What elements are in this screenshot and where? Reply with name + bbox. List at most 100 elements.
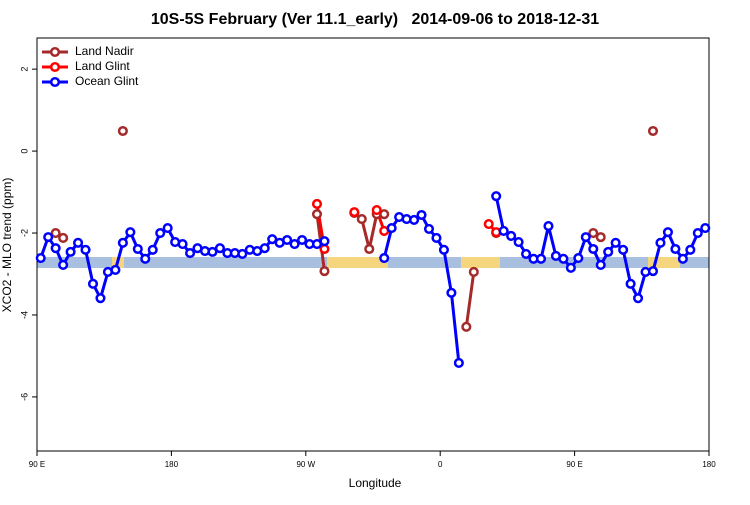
data-point [155,227,166,239]
data-point [311,198,323,209]
data-point [349,207,360,218]
data-point [259,243,270,254]
data-point [655,237,666,248]
data-point [498,225,509,237]
data-point [58,232,69,243]
data-point [618,244,629,255]
data-point [386,223,397,234]
data-point [685,244,696,255]
data-point [110,264,121,275]
data-point [319,266,330,277]
data-point [513,236,524,248]
data-point [431,232,442,243]
legend-label: Land Nadir [75,44,134,58]
x-tick-label: 180 [702,460,716,469]
data-point [483,218,494,230]
data-point [543,221,554,232]
data-point [565,262,576,273]
land-strip [648,257,680,268]
x-tick-label: 90 W [296,460,315,469]
data-point [423,223,435,234]
data-point [521,248,532,259]
legend-marker [49,61,61,73]
data-point [87,278,99,289]
data-point [610,237,621,248]
legend-label: Land Glint [75,59,130,73]
data-point [35,252,46,264]
data-point [379,209,390,220]
data-point [364,243,375,255]
data-point [692,227,703,239]
data-point [662,227,673,238]
data-point [468,266,479,278]
data-point [677,253,688,264]
data-point [491,191,502,202]
data-point [319,236,330,247]
land-strip [461,257,500,268]
data-point [356,214,367,225]
data-point [50,243,61,254]
data-point [117,237,128,248]
y-tick-label: -4 [19,311,29,319]
x-tick-label: 0 [438,460,443,469]
data-point [162,223,173,234]
data-point [117,125,128,137]
data-point [80,244,91,255]
data-point [177,239,188,250]
data-point [670,243,681,255]
data-point [700,223,711,234]
data-point [580,232,591,243]
data-point [647,266,659,277]
data-point [58,259,69,271]
data-point [289,239,300,250]
data-point [147,244,158,255]
y-tick-label: -2 [19,229,29,237]
series-line [39,195,707,364]
land-strip [327,257,388,268]
chart-title: 10S-5S February (Ver 11.1_early) 2014-09… [151,11,599,28]
data-point [379,252,390,264]
data-point [43,232,54,243]
data-point [573,252,584,264]
x-tick-label: 90 E [566,460,582,469]
data-point [237,248,248,259]
data-point [535,253,547,264]
data-point [214,243,225,254]
data-point [371,205,382,216]
legend-label: Ocean Glint [75,74,139,88]
data-point [140,253,151,264]
legend-marker [49,76,61,88]
data-point [588,227,599,239]
y-axis-label: XCO2 - MLO trend (ppm) [0,178,14,313]
data-point [132,243,143,255]
plot-frame [36,37,710,452]
data-point [438,244,449,255]
data-point [65,246,76,257]
legend-marker [49,46,61,58]
data-point [595,259,606,271]
y-tick-label: 2 [19,67,29,72]
y-tick-label: -6 [19,393,29,401]
data-point [319,243,330,255]
data-point [647,125,659,137]
x-tick-label: 90 E [29,460,45,469]
data-point [453,357,464,368]
data-point [595,232,606,243]
data-point [625,278,636,289]
data-point [50,227,61,239]
data-point [506,230,517,241]
data-point [73,237,84,248]
data-point [416,209,427,221]
data-point [207,246,218,257]
x-tick-label: 180 [165,460,179,469]
data-point [446,287,457,298]
data-point [461,321,472,332]
y-tick-label: 0 [19,149,29,154]
data-point [603,246,614,257]
data-point [297,234,308,246]
data-point [185,248,196,259]
x-axis-label: Longitude [349,476,402,490]
data-point [125,227,136,238]
data-point [267,234,278,245]
